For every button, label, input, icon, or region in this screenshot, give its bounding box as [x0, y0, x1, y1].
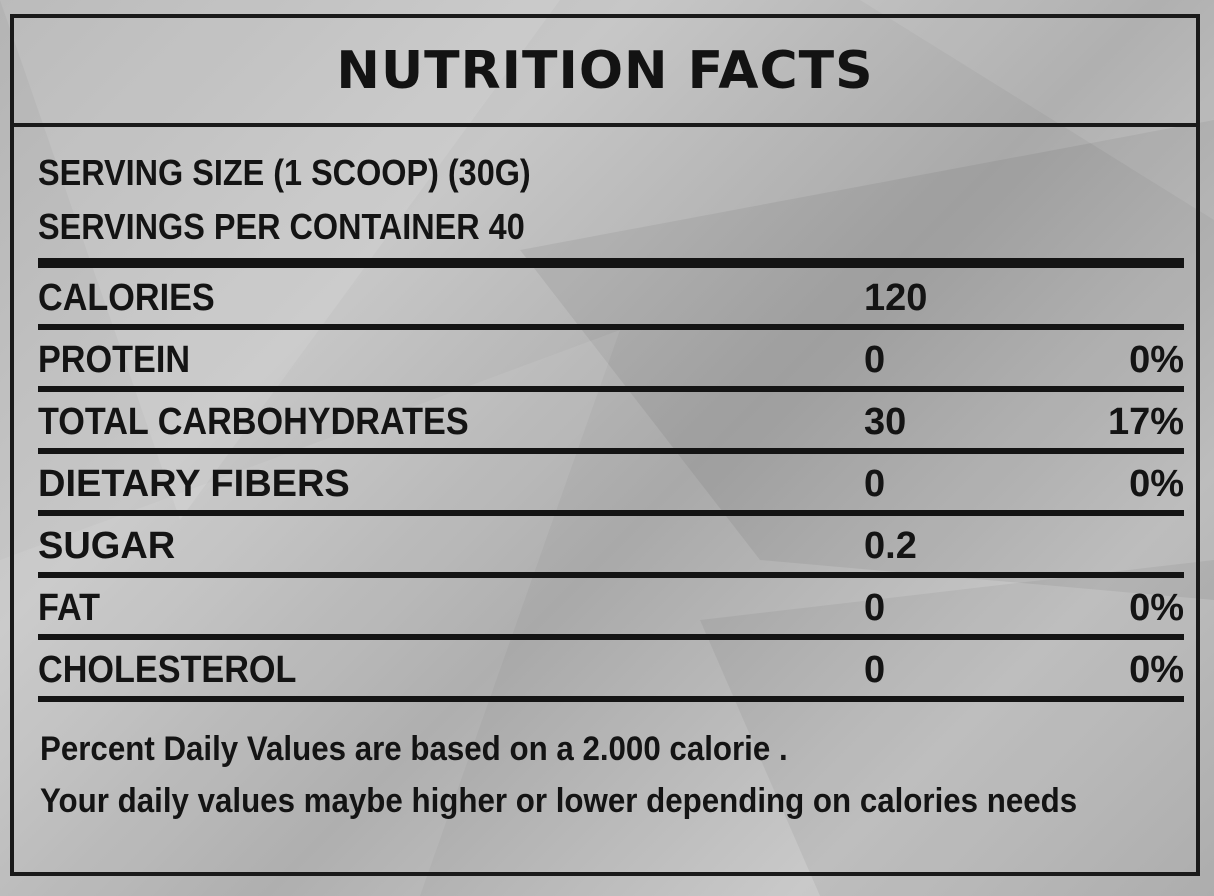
nutrient-label: CHOLESTEROL [38, 649, 297, 691]
title-bar: NUTRITION FACTS [14, 18, 1196, 127]
nutrient-label: DIETARY FIBERS [38, 463, 350, 505]
servings-per-container: SERVINGS PER CONTAINER 40 [38, 206, 525, 247]
footnote-daily-values: Percent Daily Values are based on a 2.00… [40, 730, 788, 768]
nutrient-amount: 30 [864, 401, 907, 443]
nutrient-row-protein: PROTEIN 0 0% [38, 330, 1184, 392]
nutrient-label: TOTAL CARBOHYDRATES [38, 401, 469, 443]
nutrient-percent: 0% [1129, 463, 1184, 505]
page-title: NUTRITION FACTS [336, 40, 874, 101]
nutrient-row-total-carbohydrates: TOTAL CARBOHYDRATES 30 17% [38, 392, 1184, 454]
nutrient-percent: 0% [1129, 587, 1184, 629]
nutrient-label: PROTEIN [38, 339, 191, 381]
nutrient-label: CALORIES [38, 277, 215, 319]
nutrition-facts-panel: NUTRITION FACTS SERVING SIZE (1 SCOOP) (… [10, 14, 1200, 876]
nutrient-amount: 0 [864, 649, 886, 691]
serving-size: SERVING SIZE (1 SCOOP) (30G) [38, 152, 531, 193]
nutrient-percent: 0% [1129, 649, 1184, 691]
nutrient-row-cholesterol: CHOLESTEROL 0 0% [38, 640, 1184, 702]
footnote-calorie-needs: Your daily values maybe higher or lower … [40, 782, 1078, 820]
nutrient-amount: 120 [864, 277, 928, 319]
nutrient-row-fat: FAT 0 0% [38, 578, 1184, 640]
nutrient-row-calories: CALORIES 120 [38, 268, 1184, 330]
nutrient-row-sugar: SUGAR 0.2 [38, 516, 1184, 578]
nutrient-label: FAT [38, 587, 101, 629]
nutrient-percent: 0% [1129, 339, 1184, 381]
nutrient-label: SUGAR [38, 525, 176, 567]
nutrient-amount: 0 [864, 339, 886, 381]
divider-thick [38, 258, 1184, 268]
nutrient-row-dietary-fibers: DIETARY FIBERS 0 0% [38, 454, 1184, 516]
nutrient-table: CALORIES 120 PROTEIN 0 0% TOTAL CARBOHYD… [38, 268, 1184, 702]
nutrient-percent: 17% [1107, 401, 1184, 443]
nutrient-amount: 0 [864, 463, 886, 505]
nutrient-amount: 0.2 [864, 525, 917, 567]
nutrient-amount: 0 [864, 587, 886, 629]
